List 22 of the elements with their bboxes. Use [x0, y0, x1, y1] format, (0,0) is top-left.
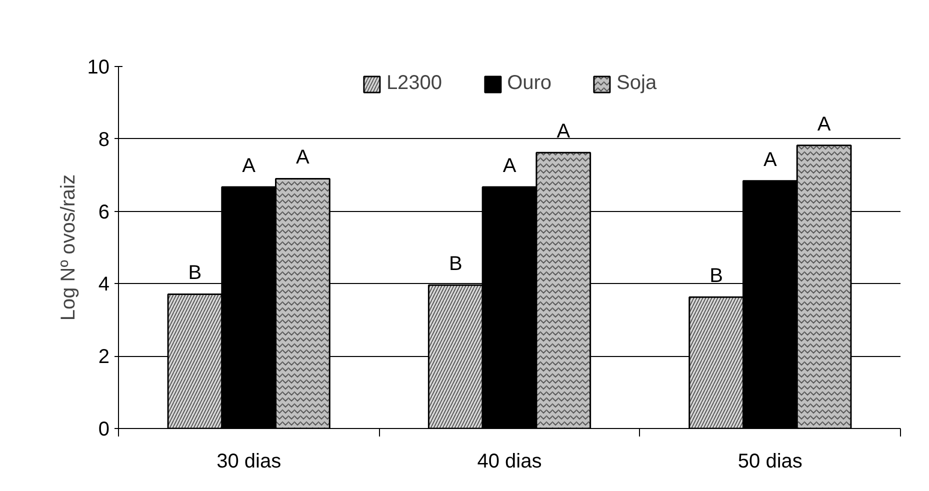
data-label: A	[296, 146, 310, 169]
y-tick-label: 8	[98, 128, 110, 151]
x-tick-label: 50 dias	[738, 450, 802, 472]
data-label: A	[817, 113, 832, 136]
data-label: B	[448, 253, 462, 276]
y-tick-label: 4	[98, 274, 110, 296]
y-tick-label: 2	[98, 346, 110, 368]
y-tick-label: 10	[87, 56, 110, 78]
data-label: A	[242, 155, 256, 178]
x-tick-label: 40 dias	[477, 450, 542, 472]
data-label: A	[502, 155, 517, 178]
data-label: A	[763, 148, 778, 171]
legend-label: Ouro	[507, 72, 552, 95]
y-tick-label: 6	[98, 201, 110, 224]
data-label: B	[710, 265, 723, 288]
y-axis-title: Log Nº ovos/raiz	[57, 174, 80, 321]
x-tick-label: 30 dias	[216, 450, 282, 472]
legend-label: Soja	[616, 72, 657, 95]
data-label: B	[188, 262, 202, 284]
legend-label: L2300	[386, 72, 442, 95]
y-tick-label: 0	[98, 418, 110, 440]
data-label: A	[556, 120, 571, 143]
